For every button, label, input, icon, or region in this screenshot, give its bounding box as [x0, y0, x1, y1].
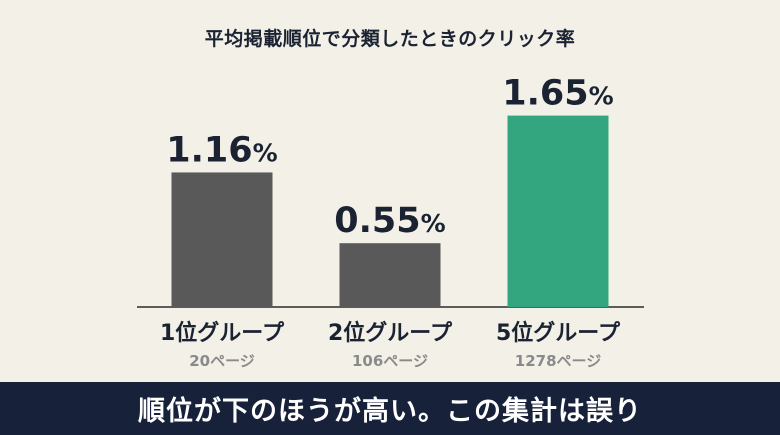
bar-2	[339, 243, 441, 307]
value-unit-3: %	[589, 82, 614, 111]
category-sublabel-1: 20ページ	[189, 352, 255, 370]
category-sublabel-2: 106ページ	[352, 352, 428, 370]
caption-text: 順位が下のほうが高い。この集計は誤り	[138, 396, 642, 427]
bar-3	[507, 115, 609, 307]
bar-chart: 1.16% 1位グループ 20ページ 0.55% 2位グループ 106ページ 1.65% 5位…	[137, 74, 644, 370]
value-unit-2: %	[421, 209, 446, 238]
value-label-3: 1.65%	[502, 74, 613, 114]
category-label-3: 5位グループ	[496, 320, 621, 346]
category-sublabel-3: 1278ページ	[515, 352, 601, 370]
value-unit-1: %	[253, 138, 278, 167]
value-label-2: 0.55%	[334, 201, 445, 241]
caption-bar: 順位が下のほうが高い。この集計は誤り	[0, 382, 780, 435]
chart-title: 平均掲載順位で分類したときのクリック率	[204, 28, 576, 50]
value-label-1: 1.16%	[166, 130, 277, 170]
category-label-1: 1位グループ	[160, 320, 285, 346]
category-label-2: 2位グループ	[328, 320, 453, 346]
value-number-1: 1.16	[166, 130, 252, 170]
bar-1	[171, 172, 273, 307]
value-number-3: 1.65	[502, 74, 588, 114]
value-number-2: 0.55	[334, 201, 420, 241]
